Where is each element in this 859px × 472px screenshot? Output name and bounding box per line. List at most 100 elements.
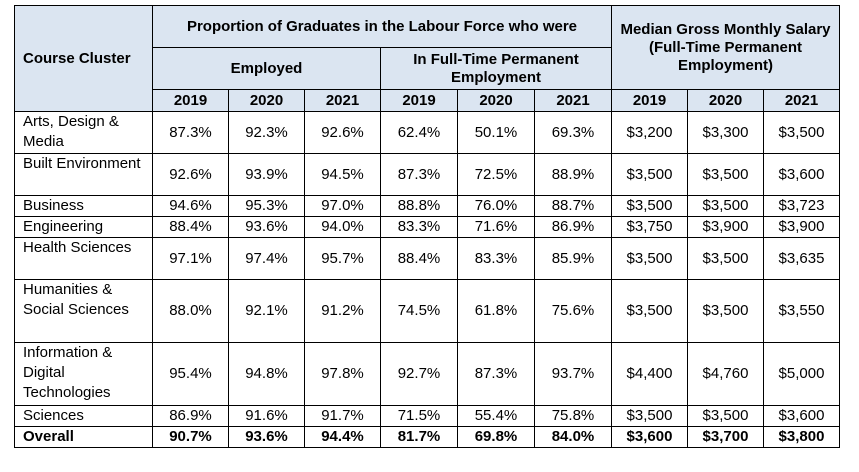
header-salary: Median Gross Monthly Salary (Full-Time P… bbox=[611, 5, 840, 90]
value-cell: 97.1% bbox=[152, 237, 229, 280]
value-cell: 91.2% bbox=[304, 279, 381, 343]
value-cell: 91.6% bbox=[228, 405, 305, 427]
value-cell: 95.4% bbox=[152, 342, 229, 406]
table-row: Arts, Design & Media 87.3% 92.3% 92.6% 62.4%… bbox=[14, 111, 840, 154]
value-cell: $3,500 bbox=[687, 405, 764, 427]
value-cell: $3,600 bbox=[611, 426, 688, 448]
value-cell: $3,300 bbox=[687, 111, 764, 154]
value-cell: 71.5% bbox=[380, 405, 458, 427]
value-cell: 76.0% bbox=[457, 195, 535, 217]
value-cell: 93.9% bbox=[228, 153, 305, 196]
course-cluster-cell: Engineering bbox=[14, 216, 153, 238]
value-cell: $5,000 bbox=[763, 342, 840, 406]
value-cell: 88.4% bbox=[380, 237, 458, 280]
value-cell: 86.9% bbox=[534, 216, 612, 238]
graduate-employment-table: Course Cluster Proportion of Graduates i… bbox=[14, 5, 840, 448]
value-cell: 92.1% bbox=[228, 279, 305, 343]
value-cell: 91.7% bbox=[304, 405, 381, 427]
table-container: Course Cluster Proportion of Graduates i… bbox=[14, 5, 840, 448]
table-row: Humanities & Social Sciences 88.0% 92.1% 91… bbox=[14, 279, 840, 343]
value-cell: 92.7% bbox=[380, 342, 458, 406]
value-cell: 88.4% bbox=[152, 216, 229, 238]
value-cell: 75.8% bbox=[534, 405, 612, 427]
value-cell: 87.3% bbox=[380, 153, 458, 196]
table-row: Business 94.6% 95.3% 97.0% 88.8% 76.0% 88.7% $3… bbox=[14, 195, 840, 217]
value-cell: 95.7% bbox=[304, 237, 381, 280]
value-cell: $3,500 bbox=[611, 153, 688, 196]
value-cell: 74.5% bbox=[380, 279, 458, 343]
value-cell: 55.4% bbox=[457, 405, 535, 427]
header-year: 2021 bbox=[304, 89, 381, 112]
value-cell: 95.3% bbox=[228, 195, 305, 217]
value-cell: $3,500 bbox=[763, 111, 840, 154]
value-cell: 61.8% bbox=[457, 279, 535, 343]
value-cell: 88.7% bbox=[534, 195, 612, 217]
header-proportion-group: Proportion of Graduates in the Labour Fo… bbox=[152, 5, 612, 48]
total-row: Overall 90.7% 93.6% 94.4% 81.7% 69.8% 84.0% $3,… bbox=[14, 426, 840, 448]
table-row: Information & Digital Technologies 95.4% 9… bbox=[14, 342, 840, 406]
value-cell: 87.3% bbox=[457, 342, 535, 406]
value-cell: 85.9% bbox=[534, 237, 612, 280]
course-cluster-cell: Health Sciences bbox=[14, 237, 153, 280]
value-cell: $3,723 bbox=[763, 195, 840, 217]
value-cell: 50.1% bbox=[457, 111, 535, 154]
table-row: Engineering 88.4% 93.6% 94.0% 83.3% 71.6% 86.9… bbox=[14, 216, 840, 238]
header-year: 2021 bbox=[763, 89, 840, 112]
value-cell: 97.8% bbox=[304, 342, 381, 406]
table-row: Built Environment 92.6% 93.9% 94.5% 87.3% 72.… bbox=[14, 153, 840, 196]
value-cell: 94.8% bbox=[228, 342, 305, 406]
value-cell: $3,500 bbox=[687, 279, 764, 343]
header-year: 2021 bbox=[534, 89, 612, 112]
value-cell: $3,800 bbox=[763, 426, 840, 448]
value-cell: 97.4% bbox=[228, 237, 305, 280]
value-cell: $3,900 bbox=[687, 216, 764, 238]
header-course-cluster: Course Cluster bbox=[14, 5, 153, 112]
value-cell: 90.7% bbox=[152, 426, 229, 448]
value-cell: 83.3% bbox=[380, 216, 458, 238]
value-cell: 87.3% bbox=[152, 111, 229, 154]
value-cell: $3,500 bbox=[687, 153, 764, 196]
value-cell: 93.6% bbox=[228, 426, 305, 448]
table-body: Arts, Design & Media 87.3% 92.3% 92.6% 62.4%… bbox=[14, 111, 840, 448]
value-cell: 88.8% bbox=[380, 195, 458, 217]
value-cell: 88.9% bbox=[534, 153, 612, 196]
course-cluster-cell: Business bbox=[14, 195, 153, 217]
value-cell: 93.6% bbox=[228, 216, 305, 238]
header-year: 2020 bbox=[228, 89, 305, 112]
value-cell: 83.3% bbox=[457, 237, 535, 280]
value-cell: 94.4% bbox=[304, 426, 381, 448]
header-year: 2019 bbox=[152, 89, 229, 112]
course-cluster-cell: Sciences bbox=[14, 405, 153, 427]
value-cell: 72.5% bbox=[457, 153, 535, 196]
value-cell: $3,600 bbox=[763, 153, 840, 196]
value-cell: $3,550 bbox=[763, 279, 840, 343]
value-cell: 69.8% bbox=[457, 426, 535, 448]
value-cell: 86.9% bbox=[152, 405, 229, 427]
header-year: 2019 bbox=[611, 89, 688, 112]
header-fulltime: In Full-Time Permanent Employment bbox=[380, 47, 612, 90]
value-cell: $3,600 bbox=[763, 405, 840, 427]
value-cell: 71.6% bbox=[457, 216, 535, 238]
header-year: 2019 bbox=[380, 89, 458, 112]
table-row: Sciences 86.9% 91.6% 91.7% 71.5% 55.4% 75.8% $3… bbox=[14, 405, 840, 427]
value-cell: 75.6% bbox=[534, 279, 612, 343]
course-cluster-cell: Overall bbox=[14, 426, 153, 448]
value-cell: $4,760 bbox=[687, 342, 764, 406]
header-employed: Employed bbox=[152, 47, 381, 90]
value-cell: 94.6% bbox=[152, 195, 229, 217]
header-year: 2020 bbox=[687, 89, 764, 112]
value-cell: $3,200 bbox=[611, 111, 688, 154]
value-cell: 97.0% bbox=[304, 195, 381, 217]
value-cell: 94.0% bbox=[304, 216, 381, 238]
value-cell: $3,900 bbox=[763, 216, 840, 238]
value-cell: 81.7% bbox=[380, 426, 458, 448]
course-cluster-cell: Built Environment bbox=[14, 153, 153, 196]
value-cell: $3,700 bbox=[687, 426, 764, 448]
value-cell: 62.4% bbox=[380, 111, 458, 154]
value-cell: 69.3% bbox=[534, 111, 612, 154]
value-cell: 94.5% bbox=[304, 153, 381, 196]
value-cell: $3,750 bbox=[611, 216, 688, 238]
header-year: 2020 bbox=[457, 89, 535, 112]
table-row: Health Sciences 97.1% 97.4% 95.7% 88.4% 83.3%… bbox=[14, 237, 840, 280]
course-cluster-cell: Humanities & Social Sciences bbox=[14, 279, 153, 343]
